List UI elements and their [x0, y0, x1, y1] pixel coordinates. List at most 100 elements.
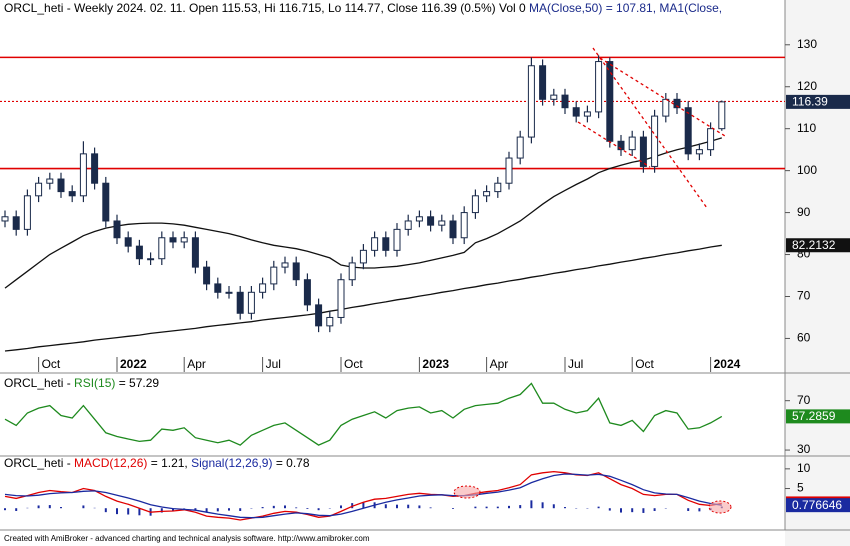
candle-body — [516, 136, 524, 159]
y-tick-label: 100 — [797, 163, 817, 177]
last-value-label: 57.2859 — [792, 409, 836, 423]
candle-body — [427, 216, 435, 226]
x-tick-label: Jul — [266, 357, 281, 371]
candle-body — [494, 182, 502, 193]
candle-body — [203, 266, 211, 285]
candle-body — [449, 220, 457, 239]
candle-body — [337, 279, 345, 318]
x-tick-label: 2023 — [422, 357, 449, 371]
candle-body — [1, 216, 9, 222]
candle-body — [572, 107, 580, 117]
candle-body — [102, 182, 110, 222]
title-part: ORCL_heti - Weekly 2024. 02. 11. Open 11… — [4, 1, 529, 15]
candle-body — [247, 291, 255, 314]
title-part: = 0.78 — [272, 456, 309, 470]
footer: Created with AmiBroker - advanced charti… — [4, 534, 370, 543]
candle-body — [124, 237, 132, 247]
candle-body — [348, 262, 356, 281]
last-value-box — [786, 94, 850, 109]
x-tick-label: Apr — [187, 357, 206, 371]
y-tick-label: 110 — [797, 121, 816, 135]
x-tick-label: 2022 — [120, 357, 147, 371]
candle-body — [270, 266, 278, 285]
candle-body — [382, 237, 390, 251]
last-value-label: 82.2132 — [792, 238, 836, 252]
candle-body — [191, 237, 199, 268]
candle-body — [707, 128, 715, 151]
candle-body — [169, 237, 177, 243]
candle-body — [550, 94, 558, 100]
x-tick-label: Apr — [490, 357, 509, 371]
axis-area — [785, 0, 850, 546]
x-tick-label: Oct — [42, 357, 61, 371]
candle-body — [303, 279, 311, 306]
candle-body — [68, 191, 76, 197]
candle-body — [12, 216, 20, 230]
candle-body — [79, 153, 87, 197]
title-part: ORCL_heti - — [4, 456, 74, 470]
candle-body — [158, 237, 166, 260]
highlight-ellipses — [453, 485, 732, 514]
candle-body — [438, 220, 446, 226]
title-part: = 1.21, — [147, 456, 191, 470]
candle-body — [281, 262, 289, 268]
candle-body — [315, 304, 323, 327]
candle-body — [651, 115, 659, 167]
candle-body — [113, 220, 121, 239]
title-part: RSI(15) — [74, 376, 115, 390]
y-tick-label: 10 — [797, 461, 811, 475]
candle-body — [91, 153, 99, 184]
trendlines — [577, 47, 726, 209]
candle-body — [393, 228, 401, 251]
candle-body — [460, 212, 468, 239]
y-tick-label: 70 — [797, 393, 811, 407]
x-tick-label: Jul — [568, 357, 583, 371]
candle-body — [236, 291, 244, 314]
last-value-box — [786, 409, 850, 424]
candle-body — [35, 182, 43, 197]
last-value-box — [786, 498, 850, 513]
x-tick-label: Oct — [344, 357, 363, 371]
title-part: ORCL_heti - — [4, 376, 74, 390]
y-tick-label: 120 — [797, 79, 817, 93]
candle-body — [225, 291, 233, 294]
panel-title: ORCL_heti - RSI(15) = 57.29 — [4, 376, 159, 390]
candle-body — [583, 111, 591, 117]
panel-title: ORCL_heti - MACD(12,26) = 1.21, Signal(1… — [4, 456, 310, 470]
candle-body — [371, 237, 379, 251]
candle-body — [147, 258, 155, 261]
title-part: = 57.29 — [115, 376, 159, 390]
candle-body — [326, 316, 334, 327]
title-part: MA(Close,50) = 107.81, MA1(Close, — [529, 1, 722, 15]
candle-body — [628, 136, 636, 151]
candle-body — [415, 216, 423, 222]
candle-body — [23, 195, 31, 230]
candle-body — [595, 61, 603, 113]
candle-body — [359, 249, 367, 264]
candle-body — [527, 65, 535, 138]
candle-body — [259, 283, 267, 293]
title-part: MACD(12,26) — [74, 456, 147, 470]
candle-body — [214, 283, 222, 293]
candle-body — [505, 157, 513, 184]
last-value-label: 0.776646 — [792, 498, 842, 512]
candle-body — [471, 195, 479, 214]
candle-body — [180, 237, 188, 243]
candle-body — [135, 245, 143, 260]
candle-body — [46, 178, 54, 184]
candle-body — [57, 178, 65, 193]
y-tick-label: 70 — [797, 289, 811, 303]
x-tick-label: Oct — [635, 357, 654, 371]
y-tick-label: 130 — [797, 37, 817, 51]
y-tick-label: 30 — [797, 442, 811, 456]
title-part: Signal(12,26,9) — [191, 456, 272, 470]
candle-body — [684, 107, 692, 155]
y-tick-label: 5 — [797, 481, 804, 495]
last-value-label: 116.39 — [792, 95, 828, 109]
candle-body — [639, 136, 647, 167]
candle-body — [718, 101, 726, 130]
candle-body — [561, 94, 569, 109]
candle-body — [617, 140, 625, 151]
candle-body — [292, 262, 300, 281]
